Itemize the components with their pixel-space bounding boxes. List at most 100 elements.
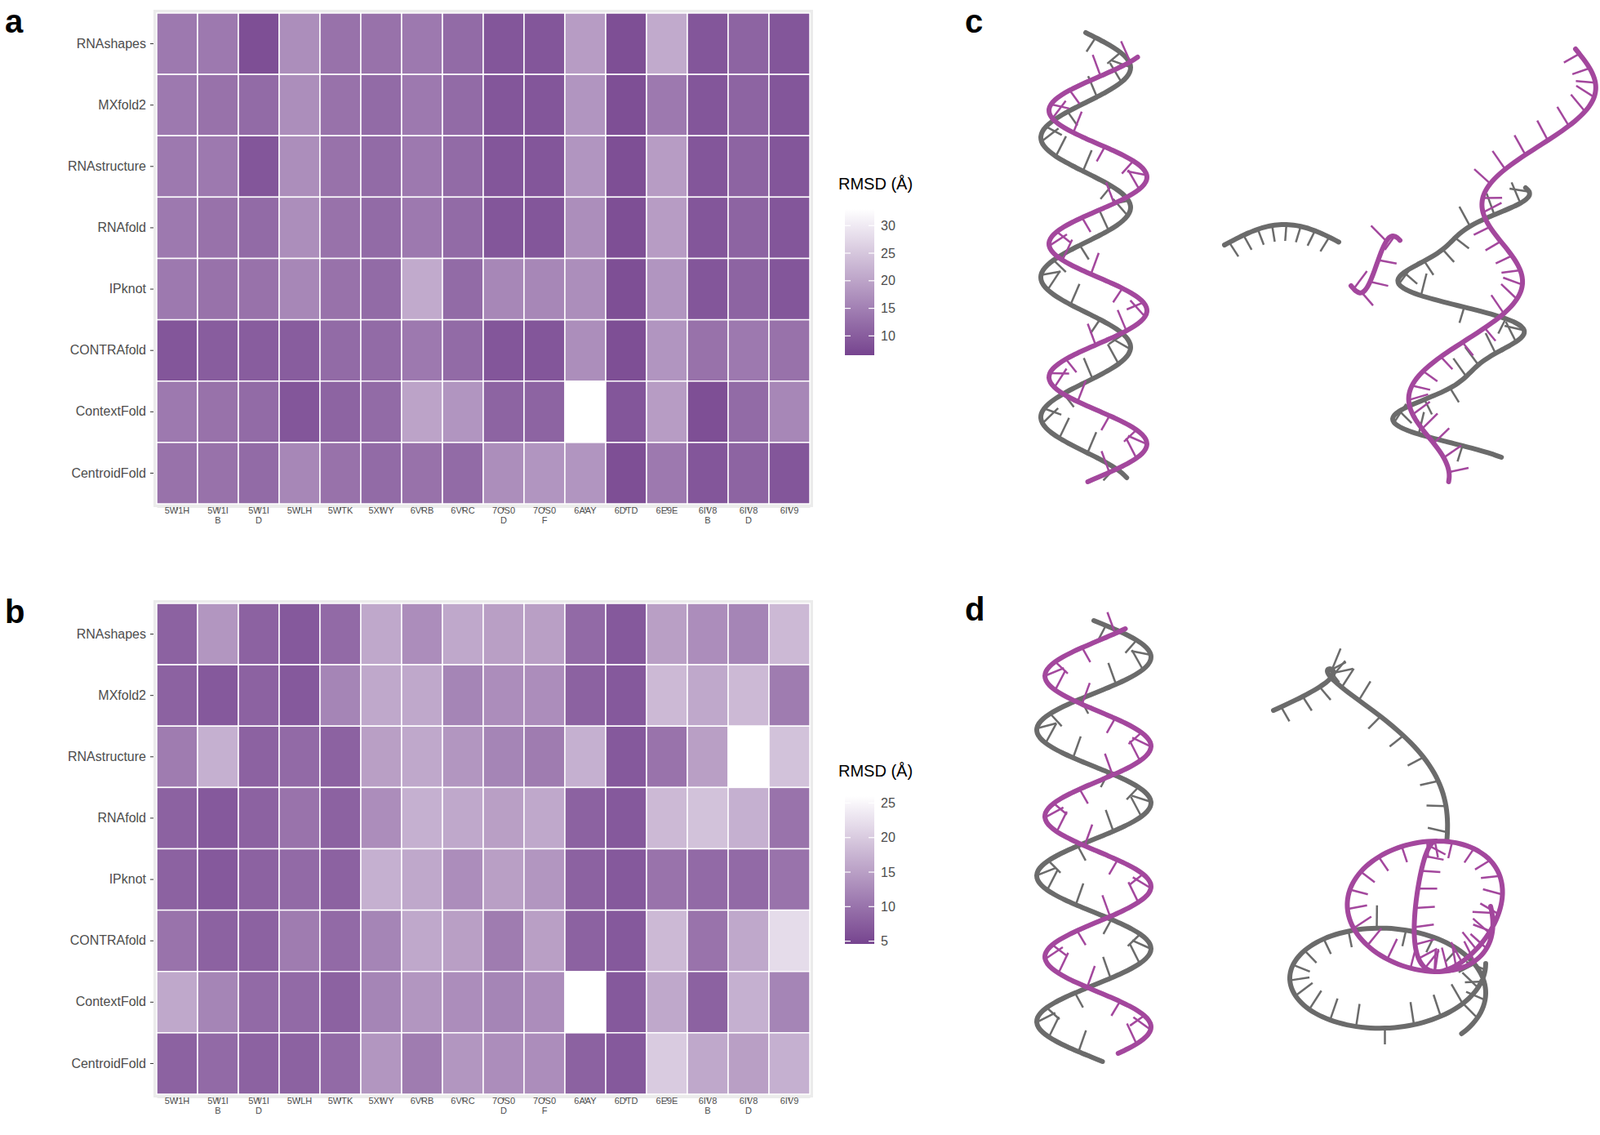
base <box>1421 870 1440 872</box>
base <box>1378 856 1389 871</box>
cell <box>401 848 443 911</box>
base <box>1096 146 1105 162</box>
cell <box>564 786 606 849</box>
base <box>1501 284 1517 299</box>
base <box>1355 1003 1360 1027</box>
x-tick-label-line: 5WLH <box>287 1095 313 1106</box>
cell <box>483 196 525 258</box>
y-tick: CentroidFold <box>71 1056 154 1071</box>
cell <box>646 258 688 320</box>
x-tick: 7OS0F <box>533 505 556 525</box>
cell <box>360 603 402 665</box>
x-tick-label: 6IV8D <box>739 1095 759 1116</box>
base <box>1129 942 1140 964</box>
base <box>1076 930 1085 946</box>
x-tick-label: 6VRB <box>410 1095 435 1106</box>
colorbar-tick-label: 5 <box>880 933 889 948</box>
cell <box>156 258 198 320</box>
base <box>1106 182 1115 204</box>
x-tick-label: 5W1ID <box>248 1095 270 1116</box>
cell <box>687 848 729 911</box>
base <box>1485 241 1502 251</box>
x-tick: 6IV8B <box>698 1095 718 1116</box>
x-tick-label-line: 5W1I <box>248 505 270 516</box>
heatmap-panel: b5W1H5W1IB5W1ID5WLH5WTK5XWY6VRB6VRC7OS0D… <box>4 593 913 1116</box>
y-tick-label: RNAstructure <box>67 159 147 174</box>
cell <box>564 258 606 320</box>
cell <box>687 786 729 849</box>
cell <box>687 603 729 665</box>
colorbar-tick-label: 10 <box>880 328 896 343</box>
base <box>1293 964 1311 972</box>
cell <box>524 664 565 726</box>
x-tick: 6IV8D <box>739 1095 759 1116</box>
y-tick: RNAstructure <box>67 749 154 764</box>
base <box>1421 273 1427 296</box>
x-tick-label: 5XWY <box>368 1095 395 1106</box>
cells <box>156 13 810 504</box>
y-axis-line <box>153 13 155 505</box>
x-tick-label-line: 5XWY <box>368 505 395 516</box>
cell <box>605 135 647 197</box>
x-tick: 5W1ID <box>248 505 270 525</box>
base <box>1057 811 1067 832</box>
cell <box>320 848 361 911</box>
cell <box>646 664 688 726</box>
y-tick: ContextFold <box>75 994 154 1009</box>
cell <box>768 664 810 726</box>
cell <box>401 74 443 136</box>
colorbar-tick: 5 <box>874 933 889 948</box>
strand <box>1036 620 1152 1062</box>
y-tick-mark <box>150 350 154 352</box>
cell <box>605 74 647 136</box>
cell <box>564 664 606 726</box>
x-tick-label-line: 6E9E <box>656 505 679 516</box>
colorbar-tick-label: 30 <box>880 218 896 233</box>
base <box>1441 946 1448 969</box>
cell <box>687 13 729 75</box>
cell <box>279 848 320 911</box>
x-tick-label: 5W1IB <box>207 505 229 525</box>
backbone <box>1351 235 1400 294</box>
x-tick: 5W1IB <box>207 1095 229 1116</box>
cell <box>279 971 320 1033</box>
cell <box>768 13 810 75</box>
cell <box>687 664 729 726</box>
base <box>1360 871 1375 883</box>
cell <box>483 786 525 849</box>
colorbar-tick-mark <box>868 836 875 838</box>
cell <box>442 848 484 911</box>
cell <box>646 725 688 787</box>
y-tick: CentroidFold <box>71 466 154 480</box>
cell <box>564 13 606 75</box>
base <box>1309 990 1322 1009</box>
cell <box>768 1032 810 1094</box>
base <box>1475 860 1490 870</box>
base <box>1575 80 1596 83</box>
cell <box>768 135 810 197</box>
cell <box>320 13 361 75</box>
cell <box>401 258 443 320</box>
cell <box>483 603 525 665</box>
cell <box>524 135 565 197</box>
cell <box>605 848 647 911</box>
x-tick-label-line: 6DTD <box>614 1095 639 1106</box>
plot-background <box>153 600 814 1098</box>
base <box>1418 948 1438 959</box>
base <box>1086 37 1096 52</box>
y-tick-label: IPknot <box>109 281 147 296</box>
base <box>1501 270 1520 273</box>
x-tick: 6IV8B <box>698 505 718 525</box>
base <box>1087 431 1097 453</box>
x-tick-label-line: D <box>500 1105 507 1116</box>
cell <box>197 910 239 972</box>
x-tick-label: 6IV8D <box>739 505 759 525</box>
cell <box>156 13 198 75</box>
x-tick: 6DTD <box>614 505 639 516</box>
cell <box>360 910 402 972</box>
cell <box>687 74 729 136</box>
x-tick: 6IV9 <box>780 1095 800 1106</box>
cell <box>238 1032 280 1094</box>
colorbar-tick-mark <box>844 280 851 281</box>
base <box>1408 394 1429 400</box>
